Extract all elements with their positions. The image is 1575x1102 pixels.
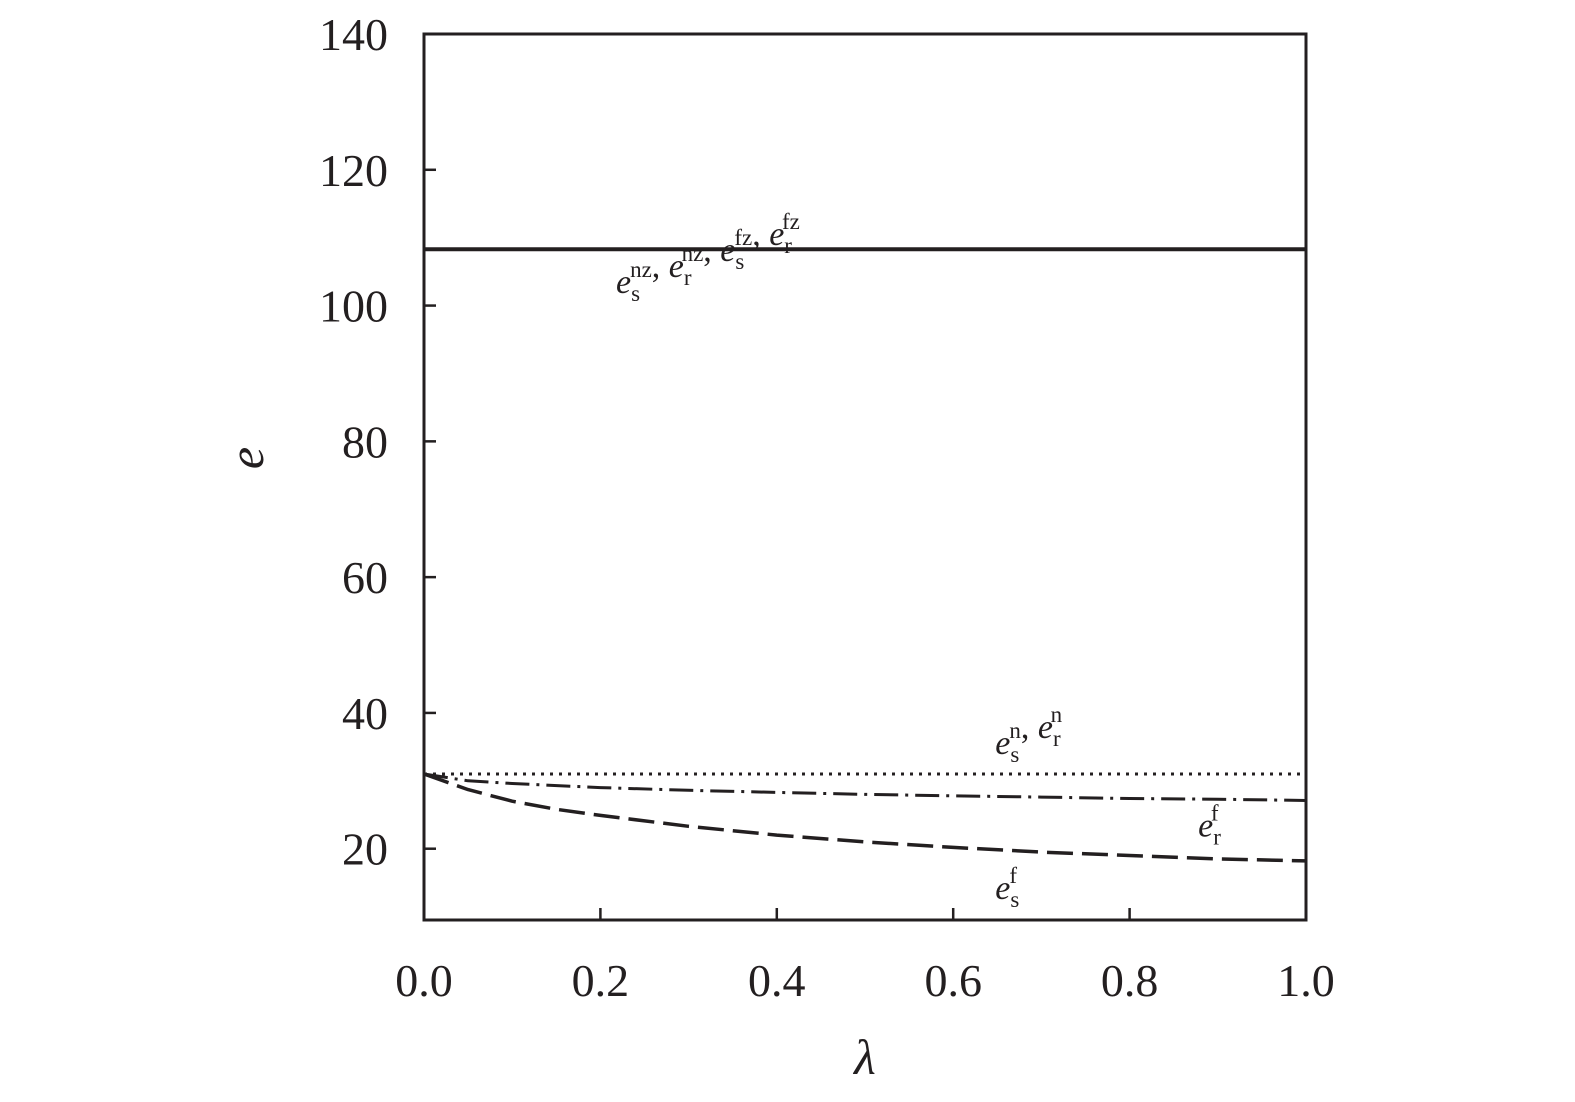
- label-separator: ,: [752, 216, 769, 253]
- y-tick-label: 40: [342, 688, 388, 739]
- label-superscript: n: [1051, 702, 1063, 727]
- label-superscript: nz: [630, 257, 652, 282]
- tick-layer: 0.0 0.2 0.4 0.6 0.8 1.0 20 40 60 80 100 120 140: [319, 9, 1335, 1006]
- label-separator: ,: [703, 232, 720, 269]
- series-label: erf: [1198, 801, 1221, 850]
- plot-frame: [422, 32, 1308, 922]
- label-superscript: n: [1009, 718, 1021, 743]
- label-subscript: r: [1213, 825, 1221, 850]
- label-variable: e: [769, 216, 784, 253]
- y-tick-label: 100: [319, 281, 388, 332]
- x-tick-label: 0.0: [395, 955, 453, 1006]
- y-axis-title: e: [218, 447, 274, 469]
- label-variable: e: [1038, 709, 1053, 746]
- label-subscript: r: [1053, 726, 1061, 751]
- x-tick-label: 1.0: [1277, 955, 1335, 1006]
- label-variable: e: [669, 248, 684, 285]
- label-subscript: s: [1010, 887, 1019, 912]
- y-tick-label: 80: [342, 416, 388, 467]
- series-layer: [423, 247, 1307, 863]
- y-tick-label: 20: [342, 824, 388, 875]
- y-tick-label: 60: [342, 552, 388, 603]
- series-label: esf: [995, 863, 1019, 912]
- label-separator: ,: [1021, 709, 1038, 746]
- label-variable: e: [1198, 808, 1213, 845]
- label-subscript: r: [684, 265, 692, 290]
- label-subscript: s: [735, 249, 744, 274]
- series-label: esnz, ernz, esfz, erfz: [616, 209, 800, 306]
- series-line-dashed: [423, 772, 1307, 863]
- series-label: esn, ern: [995, 702, 1062, 767]
- label-superscript: f: [1009, 863, 1017, 888]
- label-superscript: fz: [782, 209, 800, 234]
- x-tick-label: 0.4: [748, 955, 806, 1006]
- label-superscript: fz: [734, 225, 752, 250]
- x-axis-title: λ: [852, 1029, 876, 1085]
- label-superscript: f: [1211, 801, 1219, 826]
- label-subscript: s: [1010, 742, 1019, 767]
- y-tick-label: 140: [319, 9, 388, 60]
- x-tick-label: 0.6: [924, 955, 982, 1006]
- label-variable: e: [995, 870, 1010, 907]
- label-subscript: s: [631, 281, 640, 306]
- label-variable: e: [720, 232, 735, 269]
- label-variable: e: [616, 264, 631, 301]
- x-tick-label: 0.8: [1101, 955, 1159, 1006]
- label-separator: ,: [652, 248, 669, 285]
- label-variable: e: [995, 725, 1010, 762]
- series-line-dashdot: [423, 772, 1307, 802]
- x-tick-label: 0.2: [572, 955, 630, 1006]
- label-superscript: nz: [682, 241, 704, 266]
- label-subscript: r: [784, 233, 792, 258]
- y-tick-label: 120: [319, 145, 388, 196]
